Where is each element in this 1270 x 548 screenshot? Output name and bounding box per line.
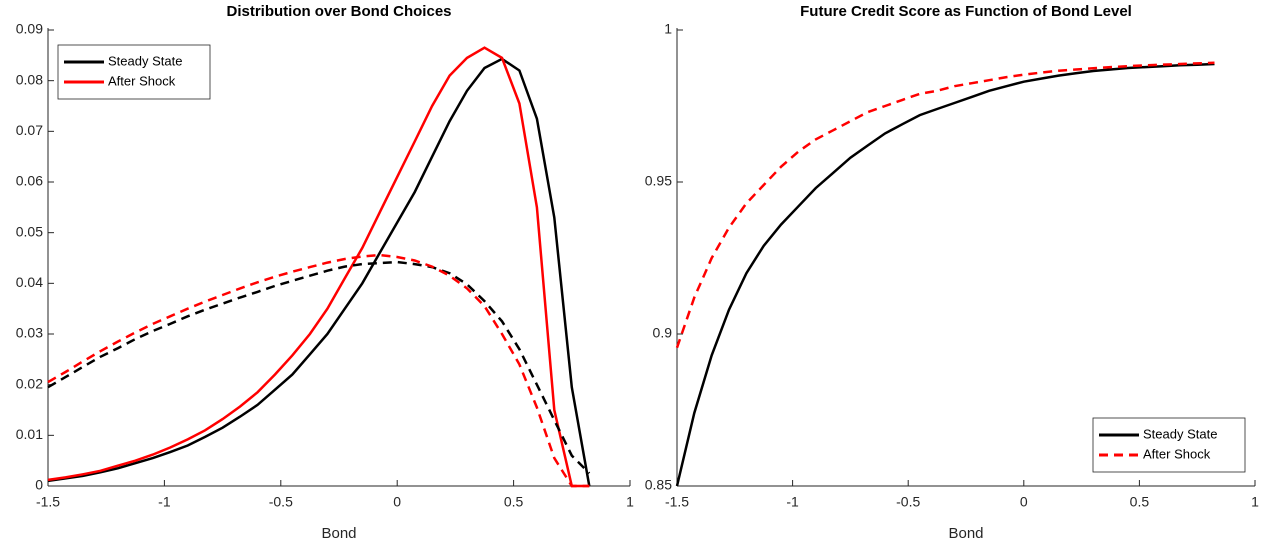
x-axis-label: Bond <box>321 525 356 542</box>
x-tick-label: -0.5 <box>896 494 920 510</box>
line-series <box>47 260 591 475</box>
y-tick-label: 0.01 <box>16 426 43 442</box>
subplot: Future Credit Score as Function of Bond … <box>645 3 1259 542</box>
legend-label: After Shock <box>1143 446 1211 461</box>
y-tick-label: 0.04 <box>16 274 43 290</box>
y-tick-label: 0.07 <box>16 122 43 138</box>
chart-title: Distribution over Bond Choices <box>226 3 451 20</box>
legend: Steady State After Shock <box>57 44 211 100</box>
x-tick-label: -1 <box>158 494 171 510</box>
y-tick-label: 0.85 <box>645 477 672 493</box>
legend-box <box>57 44 211 100</box>
y-tick-label: 0 <box>35 477 43 493</box>
line-series <box>675 61 1215 349</box>
line-series <box>47 253 590 488</box>
legend-label: Steady State <box>1143 426 1217 441</box>
legend-label: Steady State <box>108 53 182 68</box>
x-axis-label: Bond <box>948 525 983 542</box>
x-tick-label: -1 <box>786 494 799 510</box>
line-series <box>47 57 591 487</box>
x-tick-label: 0 <box>393 494 401 510</box>
y-tick-label: 0.03 <box>16 325 43 341</box>
y-tick-label: 0.06 <box>16 173 43 189</box>
line-series <box>47 46 590 488</box>
x-tick-label: 1 <box>1251 494 1259 510</box>
y-tick-label: 1 <box>664 21 672 37</box>
legend: Steady State After Shock <box>1092 417 1246 473</box>
x-tick-label: -0.5 <box>269 494 293 510</box>
x-tick-label: 0.5 <box>1130 494 1150 510</box>
y-tick-label: 0.05 <box>16 223 43 239</box>
x-tick-label: 0.5 <box>504 494 524 510</box>
y-tick-label: 0.95 <box>645 173 672 189</box>
x-tick-label: -1.5 <box>665 494 689 510</box>
x-tick-label: -1.5 <box>36 494 60 510</box>
legend-box <box>1092 417 1246 473</box>
x-tick-label: 1 <box>626 494 634 510</box>
legend-label: After Shock <box>108 73 176 88</box>
line-series <box>675 62 1215 487</box>
y-tick-label: 0.09 <box>16 21 43 37</box>
y-tick-label: 0.08 <box>16 71 43 87</box>
x-tick-label: 0 <box>1020 494 1028 510</box>
subplot: Distribution over Bond Choices Bond -1.5 -1… <box>16 3 634 542</box>
y-tick-label: 0.02 <box>16 375 43 391</box>
chart-title: Future Credit Score as Function of Bond … <box>800 3 1132 20</box>
y-tick-label: 0.9 <box>653 325 673 341</box>
